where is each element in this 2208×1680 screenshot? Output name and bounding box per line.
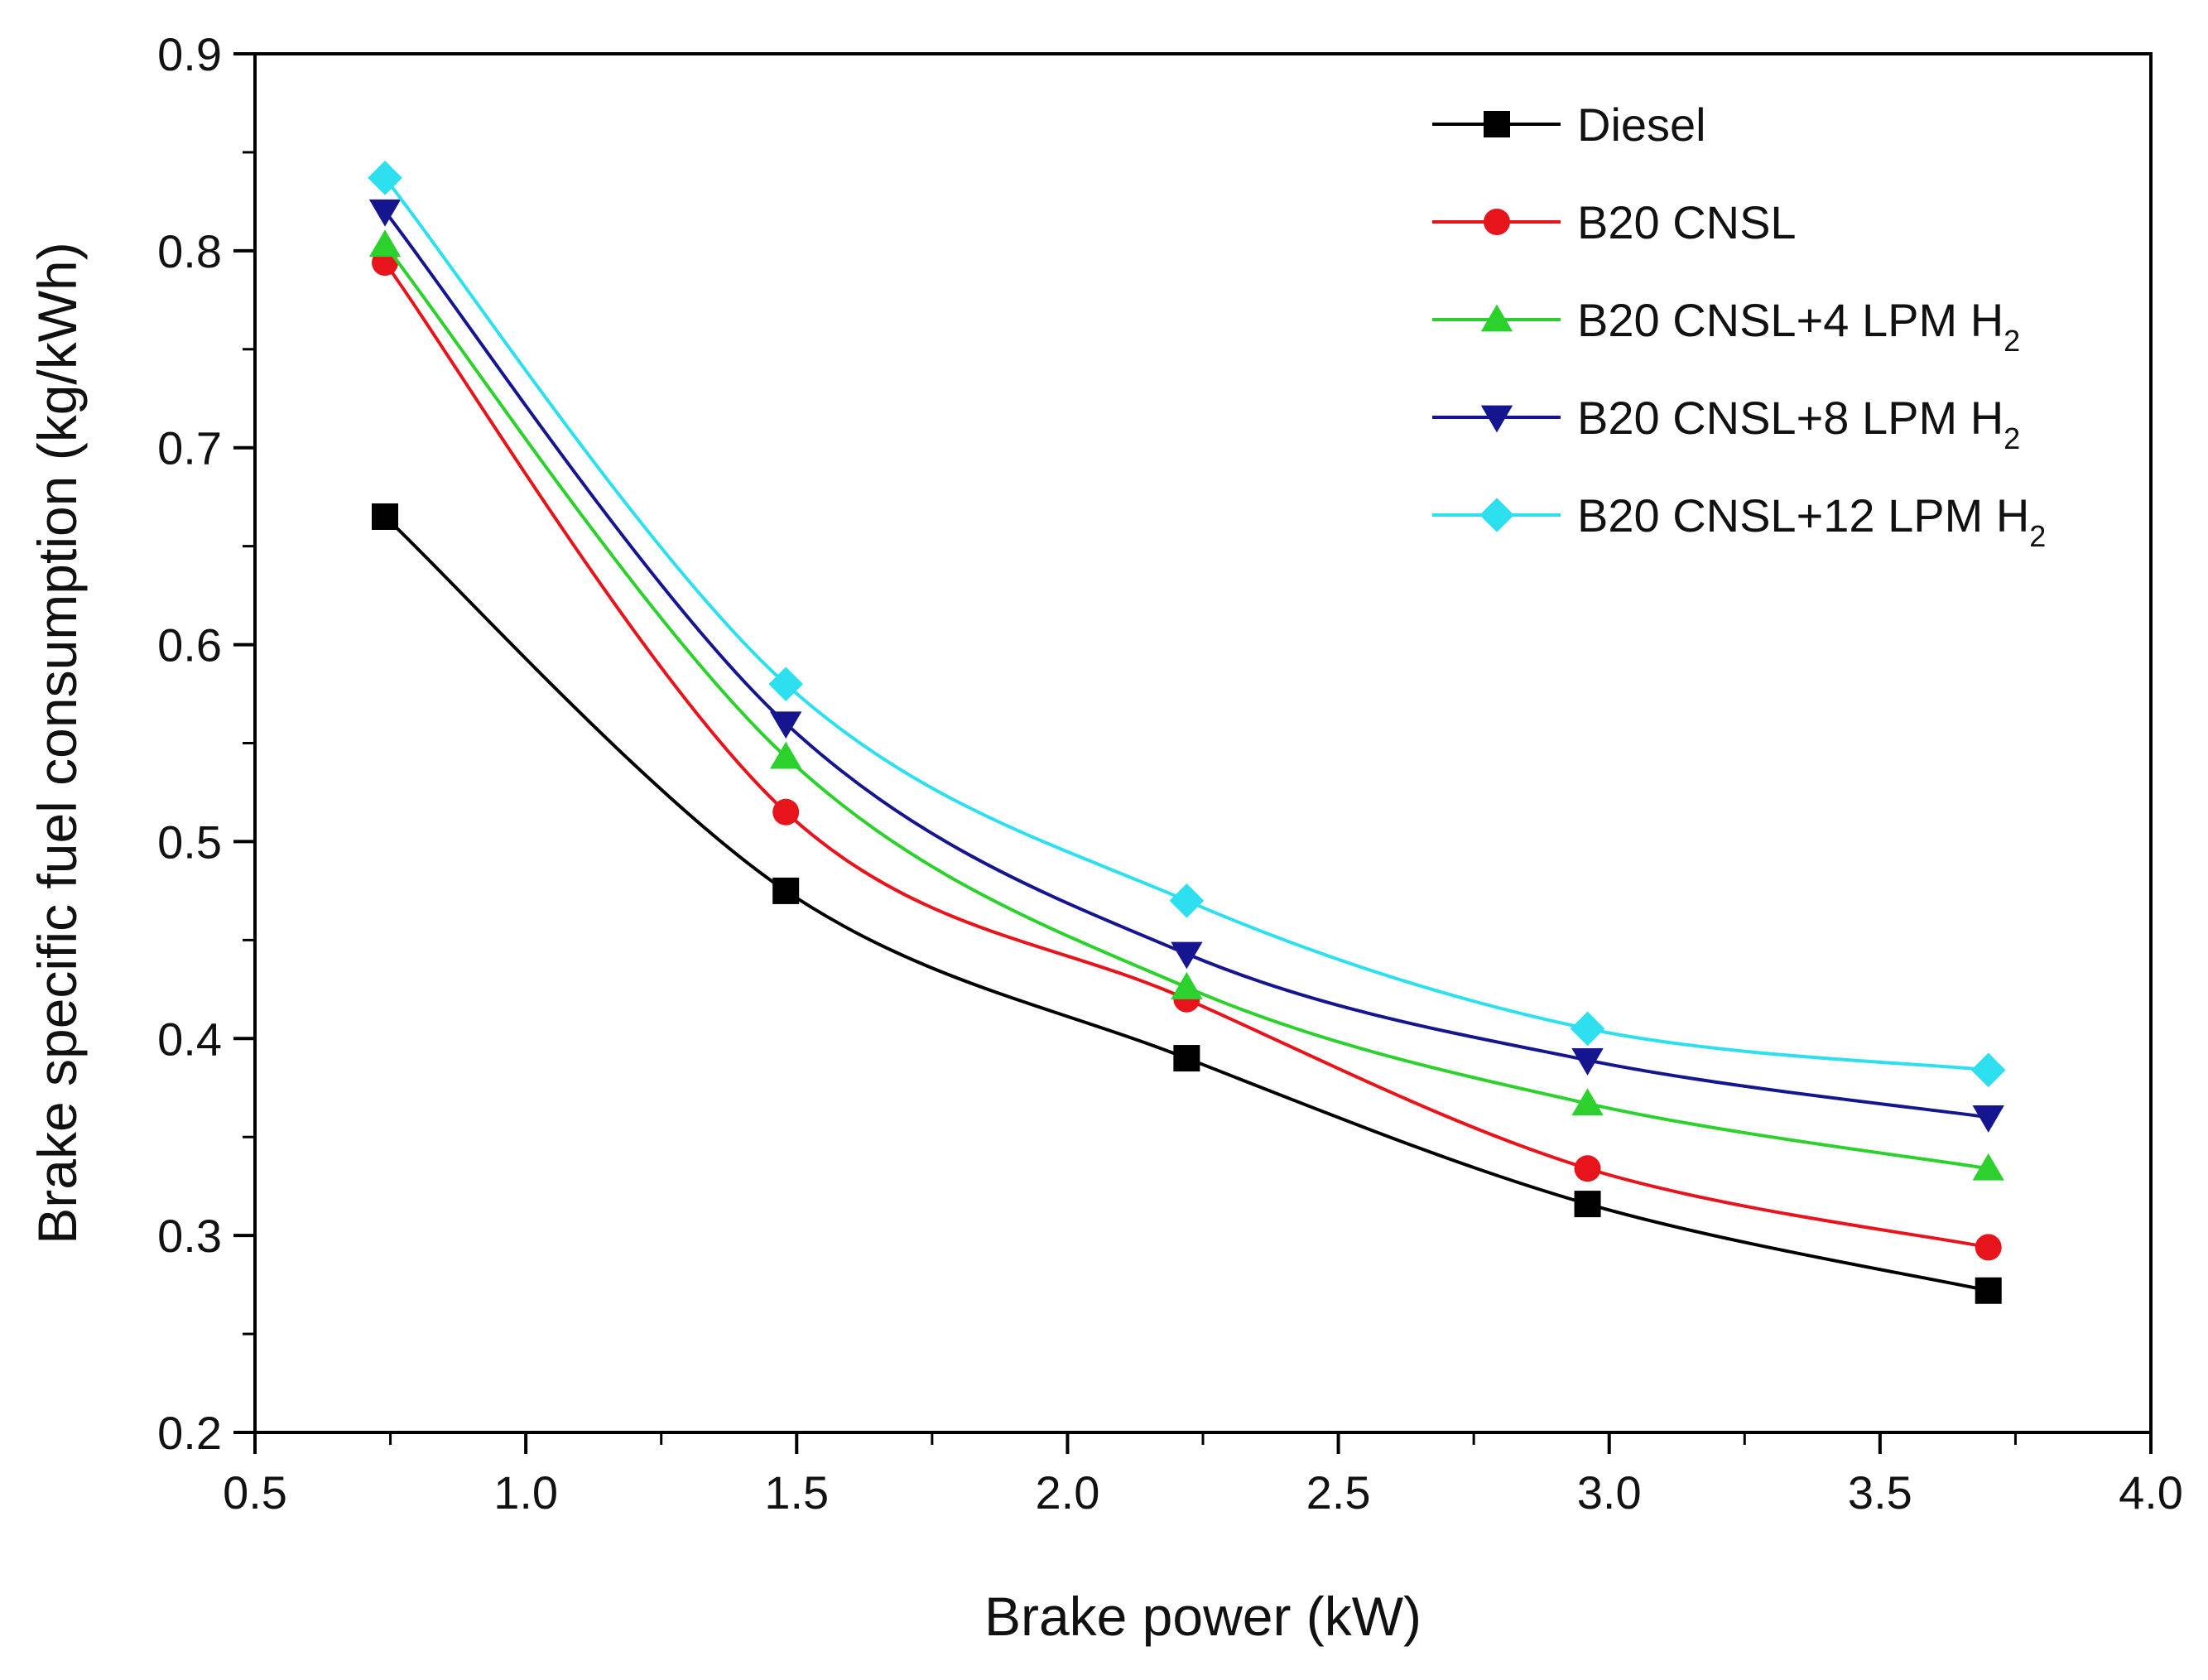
- data-point-b20-cnsl-5: [1975, 1234, 2002, 1261]
- y-tick-label: 0.7: [157, 422, 222, 474]
- legend-marker-b20-cnsl-4-lpm-h2: [1480, 304, 1513, 332]
- series-layer: [368, 161, 2006, 1304]
- legend-label-b20-cnsl-4-lpm-h2: B20 CNSL+4 LPM H2: [1577, 294, 2020, 358]
- x-axis-title: Brake power (kW): [984, 1586, 1421, 1647]
- x-tick-label: 0.5: [223, 1466, 287, 1519]
- x-tick-label: 2.5: [1306, 1466, 1371, 1519]
- data-point-b20-cnsl-12-lpm-h2-4: [1570, 1011, 1605, 1047]
- x-tick-label: 1.0: [493, 1466, 558, 1519]
- data-point-b20-cnsl-4-lpm-h2-2: [770, 741, 802, 769]
- x-tick-label: 4.0: [2119, 1466, 2183, 1519]
- x-tick-label: 3.0: [1577, 1466, 1642, 1519]
- y-tick-label: 0.8: [157, 225, 222, 277]
- y-tick-label: 0.4: [157, 1013, 222, 1065]
- data-point-b20-cnsl-4-lpm-h2-5: [1972, 1153, 2004, 1181]
- data-point-diesel-1: [372, 503, 399, 530]
- data-point-diesel-3: [1173, 1045, 1200, 1072]
- data-point-b20-cnsl-8-lpm-h2-1: [368, 199, 402, 227]
- y-tick-label: 0.3: [157, 1210, 222, 1262]
- data-point-b20-cnsl-8-lpm-h2-5: [1972, 1105, 2004, 1133]
- data-point-b20-cnsl-12-lpm-h2-2: [768, 667, 803, 701]
- data-point-diesel-5: [1975, 1277, 2002, 1304]
- x-tick-label: 2.0: [1035, 1466, 1099, 1519]
- data-point-b20-cnsl-4: [1574, 1155, 1601, 1182]
- series-line-b20-cnsl-12-lpm-h2: [383, 176, 1989, 1072]
- axes-layer: 0.5 1.0 1.5 2.0 2.5 3.0 3.5 4.0 0.2 0.3 0.4 0.5 0.6 0…: [26, 28, 2183, 1647]
- series-line-b20-cnsl-4-lpm-h2: [383, 243, 1989, 1171]
- data-point-diesel-2: [772, 877, 800, 904]
- y-tick-label: 0.6: [157, 619, 222, 672]
- series-line-b20-cnsl-8-lpm-h2: [383, 210, 1989, 1119]
- data-point-b20-cnsl-2: [772, 798, 800, 826]
- plot-frame: [253, 52, 2153, 1434]
- data-point-b20-cnsl-8-lpm-h2-4: [1571, 1048, 1604, 1076]
- data-point-diesel-4: [1574, 1191, 1601, 1218]
- x-tick-label: 3.5: [1848, 1466, 1912, 1519]
- legend-marker-b20-cnsl-8-lpm-h2: [1480, 405, 1513, 433]
- series-line-b20-cnsl: [383, 261, 1989, 1249]
- y-tick-label: 0.9: [157, 28, 222, 80]
- legend-label-b20-cnsl-12-lpm-h2: B20 CNSL+12 LPM H2: [1577, 489, 2046, 553]
- y-tick-label: 0.2: [157, 1407, 222, 1459]
- legend-label-b20-cnsl: B20 CNSL: [1577, 196, 1797, 248]
- data-point-b20-cnsl-4-lpm-h2-4: [1571, 1088, 1604, 1116]
- data-point-b20-cnsl-12-lpm-h2-1: [368, 161, 402, 195]
- legend-label-b20-cnsl-8-lpm-h2: B20 CNSL+8 LPM H2: [1577, 392, 2020, 455]
- y-axis-title: Brake specific fuel consumption (kg/kWh): [26, 242, 88, 1244]
- data-point-b20-cnsl-12-lpm-h2-3: [1169, 883, 1205, 918]
- data-point-b20-cnsl-8-lpm-h2-2: [770, 711, 802, 739]
- legend: Diesel B20 CNSL B20 CNSL+4 LPM H2 B20 CNSL+…: [1432, 99, 2046, 553]
- legend-marker-diesel: [1484, 111, 1510, 137]
- legend-marker-b20-cnsl-12-lpm-h2: [1479, 498, 1514, 532]
- legend-label-diesel: Diesel: [1577, 99, 1706, 151]
- data-point-b20-cnsl-4-lpm-h2-1: [368, 229, 402, 258]
- legend-marker-b20-cnsl: [1484, 209, 1510, 235]
- data-point-b20-cnsl-4-lpm-h2-3: [1171, 972, 1203, 999]
- y-tick-label: 0.5: [157, 816, 222, 868]
- data-point-b20-cnsl-12-lpm-h2-5: [1970, 1052, 2006, 1088]
- data-point-b20-cnsl-8-lpm-h2-3: [1171, 941, 1203, 970]
- series-line-diesel: [383, 515, 1989, 1292]
- x-tick-label: 1.5: [764, 1466, 829, 1519]
